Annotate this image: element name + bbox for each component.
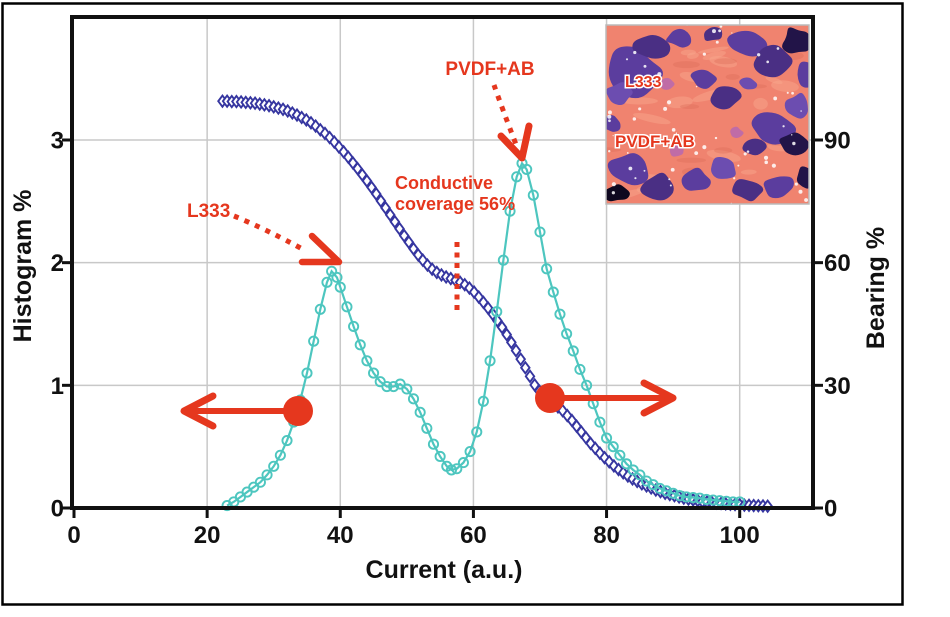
inset-image: L333 PVDF+AB (605, 24, 810, 205)
annotation-conductive-line1: Conductive (395, 173, 493, 193)
x-tick-label: 40 (327, 522, 354, 549)
inset-label-pvdf: PVDF+AB (615, 132, 695, 151)
y-right-tick-label: 60 (824, 250, 851, 277)
bearing-pointer-dot (535, 383, 565, 413)
inset-label-l333: L333 (625, 74, 662, 91)
histogram-series (221, 157, 746, 512)
axis-ticks (62, 138, 823, 518)
x-tick-label: 60 (460, 522, 487, 549)
y-left-tick-label: 3 (51, 127, 64, 154)
y-right-axis-label: Bearing % (862, 227, 890, 349)
x-tick-label: 20 (194, 522, 221, 549)
annotation-l333-label: L333 (187, 201, 230, 222)
histogram-pointer-dot (283, 396, 313, 426)
y-left-tick-label: 1 (51, 373, 64, 400)
pvdf-dotted-arrow (491, 84, 520, 148)
y-left-tick-label: 0 (51, 496, 64, 523)
x-tick-label: 100 (720, 522, 760, 549)
y-left-axis-label: Histogram % (9, 190, 37, 343)
l333-arrowhead (298, 232, 343, 266)
l333-dotted-arrow (233, 213, 308, 254)
bearing-pointer-arrow (535, 379, 677, 417)
annotation-pvdf-label: PVDF+AB (445, 59, 534, 80)
inset-border (605, 24, 810, 205)
x-axis-label: Current (a.u.) (366, 556, 523, 584)
histogram-pointer-arrow (180, 392, 313, 430)
x-tick-label: 0 (67, 522, 80, 549)
y-left-tick-label: 2 (51, 250, 64, 277)
y-right-tick-label: 90 (824, 127, 851, 154)
y-right-tick-label: 0 (824, 496, 837, 523)
inset-texture (606, 25, 809, 204)
bearing-series (217, 93, 774, 514)
pvdf-arrowhead (497, 122, 533, 162)
annotation-group (180, 84, 677, 430)
x-tick-label: 80 (593, 522, 620, 549)
plot-frame (70, 15, 815, 510)
annotation-conductive-line2: coverage 56% (395, 194, 515, 214)
y-right-tick-label: 30 (824, 373, 851, 400)
